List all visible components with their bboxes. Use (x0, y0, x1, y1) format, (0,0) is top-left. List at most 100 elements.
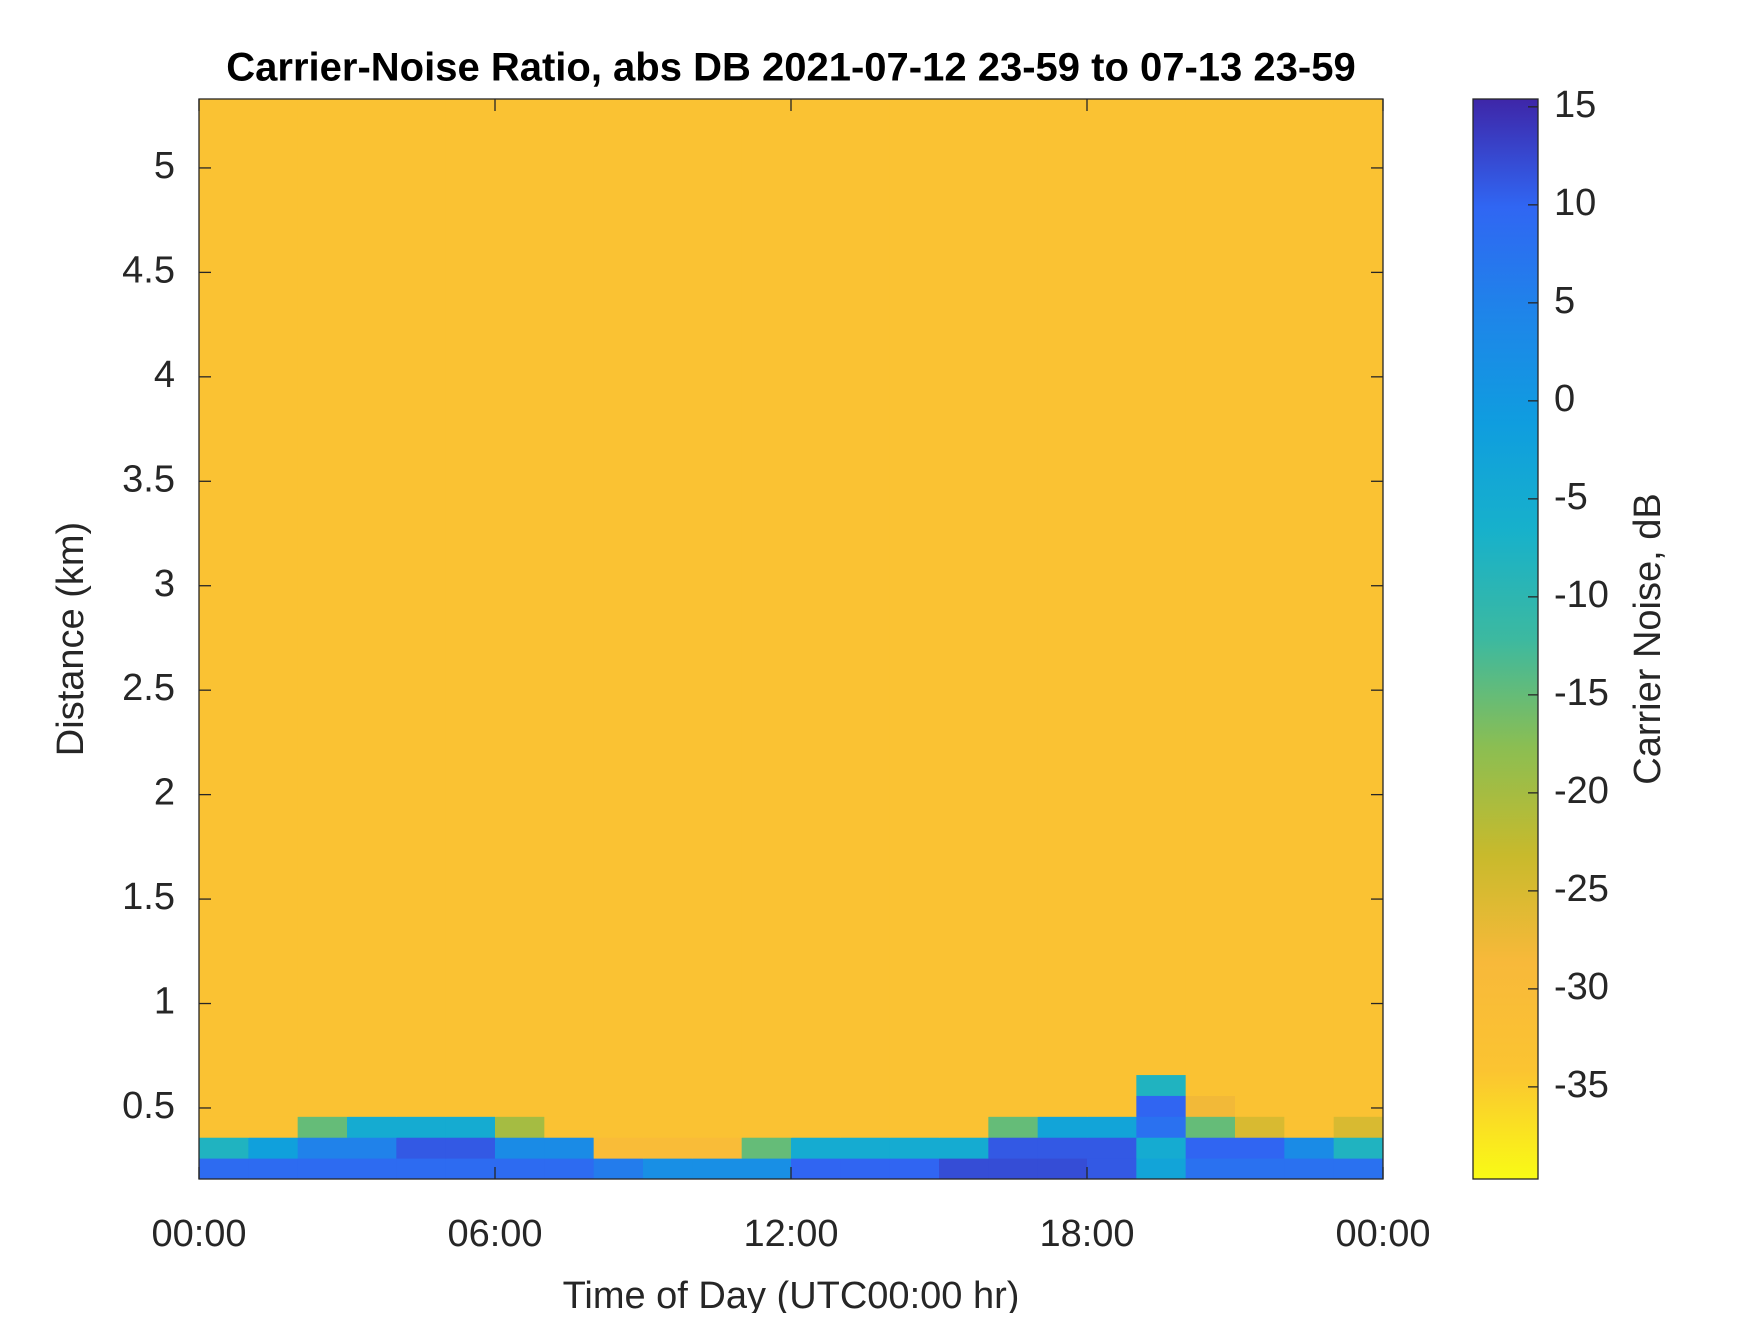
heatmap-cell (1284, 99, 1335, 1076)
heatmap-cell (1235, 1095, 1285, 1117)
heatmap-cell (1037, 1137, 1088, 1159)
heatmap-cell (495, 1074, 545, 1096)
heatmap-cell (1235, 1116, 1285, 1138)
colorbar-tick-label: -30 (1554, 966, 1609, 1008)
colorbar (1472, 98, 1539, 1180)
heatmap-cell (939, 99, 989, 1076)
heatmap-cell (199, 1095, 249, 1117)
heatmap-cell (939, 1116, 989, 1138)
heatmap-cell (1333, 1116, 1384, 1138)
heatmap-cell (988, 1116, 1039, 1138)
heatmap-cell (248, 1074, 299, 1096)
heatmap-cell (347, 1095, 397, 1117)
heatmap-cell (199, 1158, 249, 1180)
heatmap-cell (347, 1074, 397, 1096)
heatmap-cell (889, 1095, 940, 1117)
heatmap-cell (495, 1158, 545, 1180)
heatmap-cell (1037, 1158, 1088, 1180)
heatmap-cell (988, 1074, 1039, 1096)
heatmap-cell (643, 1158, 693, 1180)
heatmap-cell (1284, 1095, 1335, 1117)
colorbar-tick-label: 10 (1554, 182, 1596, 224)
heatmap-cell (593, 1095, 644, 1117)
colorbar-tick-label: -5 (1554, 476, 1588, 518)
heatmap-cell (297, 99, 348, 1076)
x-tick-label: 06:00 (447, 1213, 542, 1255)
heatmap-cell (643, 99, 693, 1076)
heatmap-cell (544, 99, 595, 1076)
heatmap-cell (1136, 1116, 1187, 1138)
heatmap-cell (643, 1074, 693, 1096)
x-tick-label: 00:00 (151, 1213, 246, 1255)
heatmap-cell (1136, 1158, 1187, 1180)
heatmap-cell (347, 99, 397, 1076)
heatmap-cell (297, 1137, 348, 1159)
heatmap-cell (840, 1158, 891, 1180)
heatmap-cell (1136, 1074, 1187, 1096)
heatmap-cell (544, 1116, 595, 1138)
heatmap-cell (1333, 1095, 1384, 1117)
heatmap-cell (495, 1095, 545, 1117)
heatmap-cell (396, 1095, 447, 1117)
heatmap-cell (692, 1074, 743, 1096)
y-tick-label: 4 (154, 354, 175, 396)
heatmap-cell (396, 99, 447, 1076)
heatmap-cell (791, 1095, 841, 1117)
y-tick-label: 4.5 (122, 249, 175, 291)
heatmap-cell (889, 1074, 940, 1096)
heatmap-cell (297, 1158, 348, 1180)
heatmap-cell (692, 1137, 743, 1159)
heatmap-cell (297, 1074, 348, 1096)
heatmap-cell (692, 1158, 743, 1180)
heatmap-cell (1037, 1095, 1088, 1117)
heatmap-cell (396, 1074, 447, 1096)
heatmap-cell (939, 1158, 989, 1180)
colorbar-label: Carrier Noise, dB (1627, 493, 1669, 784)
heatmap-cell (347, 1158, 397, 1180)
heatmap-cell (544, 1095, 595, 1117)
heatmap-cell (1087, 1095, 1137, 1117)
heatmap-cell (248, 99, 299, 1076)
heatmap-cell (1037, 99, 1088, 1076)
heatmap-cell (741, 1116, 792, 1138)
y-tick-label: 0.5 (122, 1085, 175, 1127)
heatmap-cell (741, 1137, 792, 1159)
heatmap-cell (445, 1095, 496, 1117)
heatmap-cell (1333, 1158, 1384, 1180)
y-tick-label: 3.5 (122, 458, 175, 500)
heatmap-cell (593, 1137, 644, 1159)
heatmap-cell (199, 1074, 249, 1096)
heatmap-cell (1235, 99, 1285, 1076)
heatmap-cell (889, 1158, 940, 1180)
y-tick-label: 1.5 (122, 876, 175, 918)
heatmap-cell (1333, 1137, 1384, 1159)
heatmap-cell (1185, 1158, 1236, 1180)
x-tick-label: 18:00 (1039, 1213, 1134, 1255)
heatmap-cell (1136, 1095, 1187, 1117)
heatmap-cell (593, 1116, 644, 1138)
heatmap-cell (840, 99, 891, 1076)
colorbar-tick-label: -25 (1554, 868, 1609, 910)
heatmap-cell (297, 1095, 348, 1117)
heatmap-cell (889, 1116, 940, 1138)
heatmap-cell (643, 1095, 693, 1117)
heatmap-cell (445, 1137, 496, 1159)
heatmap-cell (1185, 99, 1236, 1076)
heatmap-cell (199, 99, 249, 1076)
x-tick-label: 12:00 (743, 1213, 838, 1255)
heatmap-cell (1087, 1074, 1137, 1096)
heatmap-cell (791, 99, 841, 1076)
heatmap-cell (248, 1116, 299, 1138)
heatmap-cell (889, 99, 940, 1076)
heatmap-cell (988, 1158, 1039, 1180)
colorbar-tick-label: 15 (1554, 84, 1596, 126)
heatmap-cell (347, 1116, 397, 1138)
heatmap-cell (593, 99, 644, 1076)
heatmap-cell (445, 1074, 496, 1096)
colorbar-tick-label: 5 (1554, 280, 1575, 322)
heatmap-cell (1087, 1137, 1137, 1159)
heatmap-cell (248, 1095, 299, 1117)
colorbar-tick-label: -20 (1554, 770, 1609, 812)
